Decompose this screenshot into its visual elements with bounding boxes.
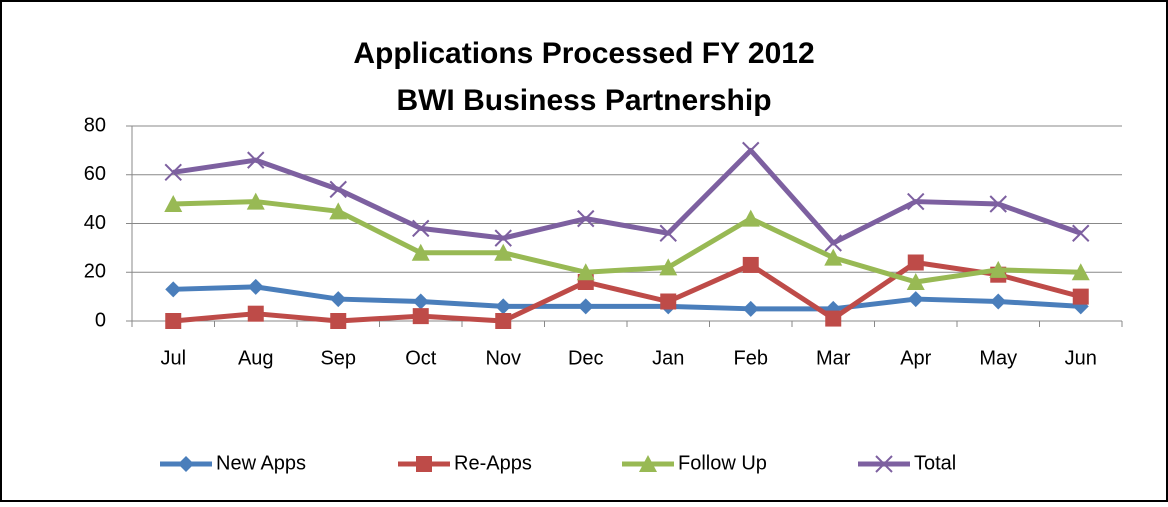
y-tick-label: 20 bbox=[84, 261, 106, 283]
marker bbox=[411, 243, 430, 261]
y-tick-label: 0 bbox=[95, 309, 106, 331]
x-tick-label: Dec bbox=[568, 347, 604, 369]
y-tick-label: 60 bbox=[84, 163, 106, 185]
marker bbox=[412, 293, 429, 310]
marker bbox=[246, 192, 265, 210]
y-tick-label: 80 bbox=[84, 114, 106, 136]
marker bbox=[329, 180, 347, 199]
marker bbox=[412, 308, 429, 325]
marker bbox=[825, 310, 842, 327]
marker bbox=[990, 293, 1007, 310]
chart-subtitle: BWI Business Partnership bbox=[396, 84, 771, 117]
x-tick-label: Jun bbox=[1065, 347, 1097, 369]
x-tick-label: Oct bbox=[405, 347, 437, 369]
x-tick-label: Nov bbox=[485, 347, 521, 369]
marker bbox=[1072, 288, 1089, 305]
marker bbox=[639, 455, 657, 472]
chart-title: Applications Processed FY 2012 bbox=[353, 37, 814, 70]
series-line bbox=[173, 260, 1082, 324]
marker bbox=[165, 281, 182, 298]
x-tick-label: Jan bbox=[652, 347, 684, 369]
marker bbox=[742, 300, 759, 317]
legend-label: Total bbox=[914, 452, 956, 474]
marker bbox=[906, 273, 925, 290]
marker bbox=[989, 260, 1008, 278]
marker bbox=[577, 298, 594, 315]
marker bbox=[824, 248, 843, 266]
marker bbox=[742, 256, 759, 273]
legend-label: Follow Up bbox=[678, 452, 767, 474]
legend-item: Re-Apps bbox=[398, 452, 532, 474]
marker bbox=[907, 291, 924, 308]
marker bbox=[330, 313, 347, 329]
marker bbox=[741, 209, 760, 227]
x-tick-label: Sep bbox=[320, 347, 356, 369]
marker bbox=[495, 298, 512, 315]
marker bbox=[1071, 263, 1090, 281]
y-tick-label: 40 bbox=[84, 212, 106, 234]
marker bbox=[412, 219, 430, 238]
series-line bbox=[172, 147, 1082, 246]
legend-item: New Apps bbox=[160, 452, 306, 474]
marker bbox=[1072, 224, 1090, 242]
series-line bbox=[173, 199, 1081, 285]
x-tick-label: Apr bbox=[900, 347, 931, 369]
marker bbox=[824, 234, 842, 252]
marker bbox=[577, 209, 595, 228]
marker bbox=[742, 141, 760, 160]
legend-item: Follow Up bbox=[622, 452, 767, 474]
marker bbox=[247, 278, 264, 295]
marker bbox=[494, 243, 513, 261]
series-line bbox=[173, 284, 1081, 312]
x-tick-label: Jul bbox=[160, 347, 186, 369]
legend-item: Total bbox=[858, 452, 956, 474]
marker bbox=[494, 229, 512, 247]
marker bbox=[164, 195, 183, 212]
marker bbox=[495, 313, 512, 329]
marker bbox=[907, 192, 925, 211]
x-tick-label: Mar bbox=[816, 347, 851, 369]
marker bbox=[576, 263, 595, 281]
marker bbox=[329, 202, 348, 220]
legend-label: New Apps bbox=[216, 452, 306, 474]
marker bbox=[907, 254, 924, 271]
legend-label: Re-Apps bbox=[454, 452, 532, 474]
marker bbox=[659, 258, 678, 276]
marker bbox=[164, 163, 182, 182]
marker bbox=[247, 305, 264, 322]
x-tick-label: May bbox=[979, 347, 1017, 369]
marker bbox=[416, 456, 432, 472]
marker bbox=[875, 455, 893, 473]
x-tick-label: Feb bbox=[734, 347, 768, 369]
marker bbox=[330, 291, 347, 308]
marker bbox=[659, 224, 677, 242]
marker bbox=[178, 456, 194, 472]
x-tick-label: Aug bbox=[238, 347, 274, 369]
marker bbox=[660, 293, 677, 310]
marker bbox=[165, 313, 182, 329]
marker bbox=[989, 195, 1007, 213]
marker bbox=[247, 151, 265, 169]
